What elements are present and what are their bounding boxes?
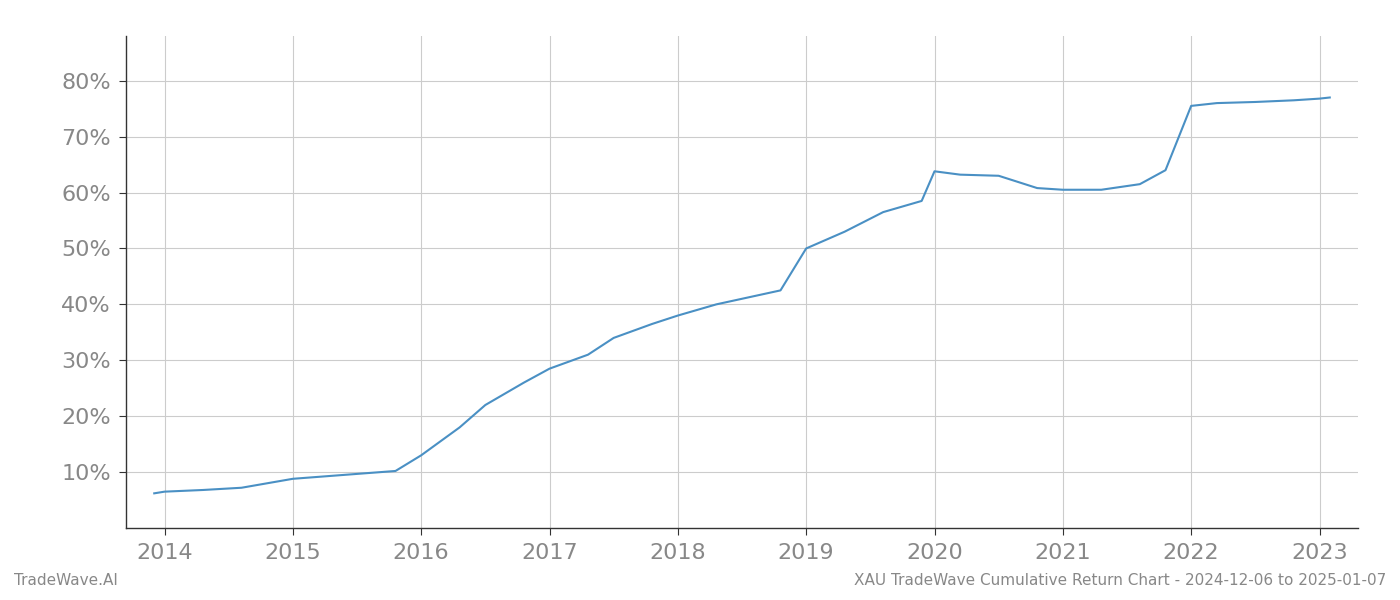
Text: TradeWave.AI: TradeWave.AI [14, 573, 118, 588]
Text: XAU TradeWave Cumulative Return Chart - 2024-12-06 to 2025-01-07: XAU TradeWave Cumulative Return Chart - … [854, 573, 1386, 588]
